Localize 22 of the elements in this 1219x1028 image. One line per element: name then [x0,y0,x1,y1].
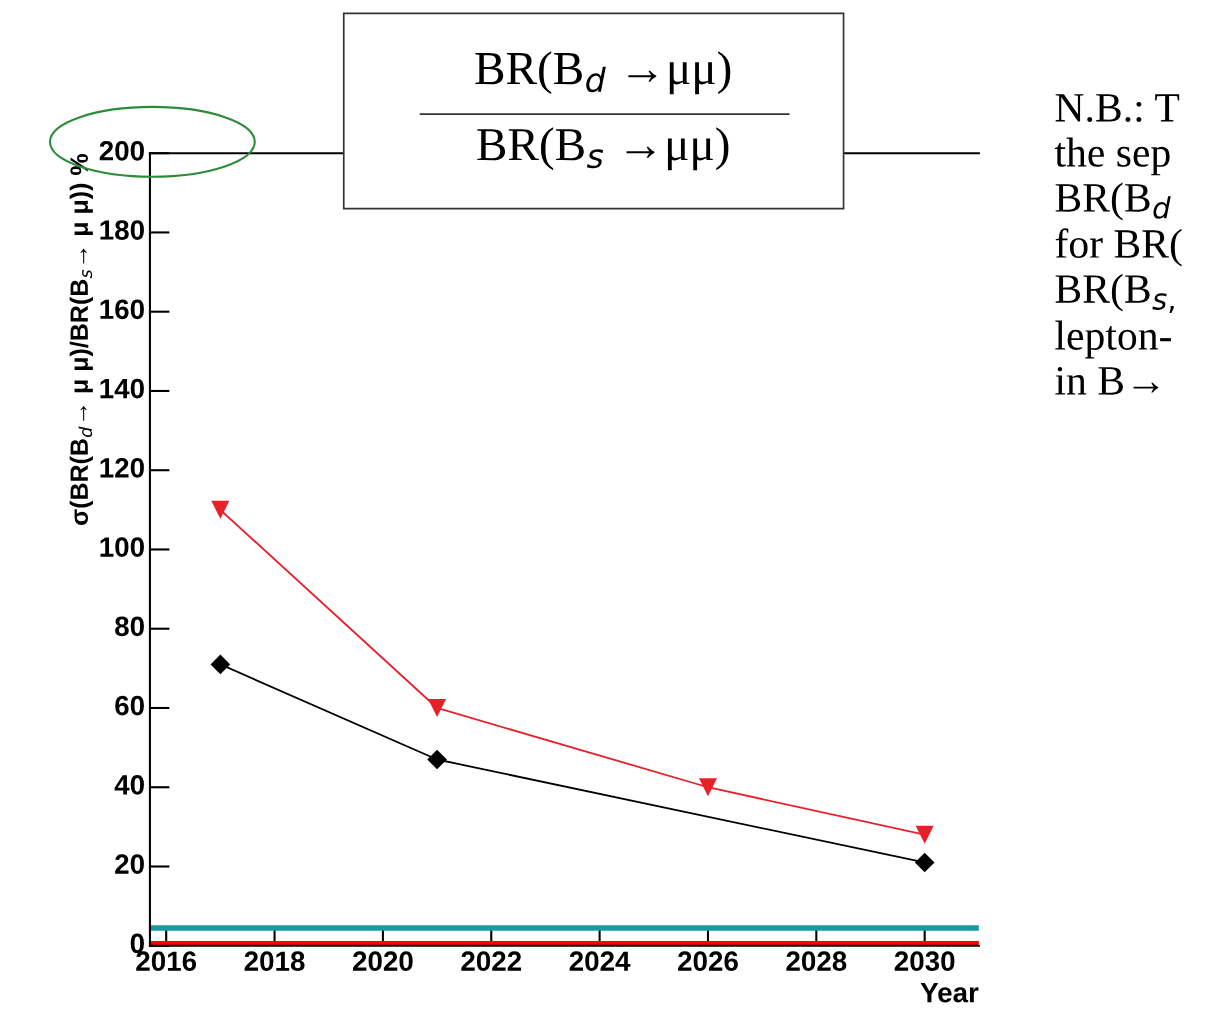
y-tick-label: 20 [115,854,144,874]
y-tick-label: 100 [100,537,144,557]
text: BR(B$_{d}$ →μμ) [475,51,731,95]
x-tick-label: 2018 [244,951,305,972]
y-tick-label: 80 [115,616,144,637]
y-tick-label: 140 [100,378,144,399]
x-tick-label: 2026 [678,951,738,972]
y-tick-label: 180 [100,220,144,240]
y-tick-label: 60 [115,695,144,716]
y-tick-label: 200 [99,140,144,161]
x-tick-label: 2024 [569,951,631,972]
x-tick-label: 2020 [352,951,413,972]
x-axis-title: Year [920,983,979,1003]
x-tick-label: 2028 [786,951,847,972]
x-tick-label: 2022 [461,951,522,972]
y-tick-label: 40 [114,775,144,795]
x-tick-label: 2030 [894,951,955,972]
y-tick-label: 120 [100,457,144,478]
annotation: BR(B$_{s}$ →μμ) [477,127,729,171]
text: N.B.: T the sep BR(B$_{d}$ for BR( BR(B$_{s,}$ lepton- in B→ [1054,94,1182,395]
y-tick-label: 160 [100,299,144,320]
y-axis-title: σ(BR(B$_{d}$→ μ μ)/BR(B$_{s}$→ μ μ)) % [69,154,93,525]
